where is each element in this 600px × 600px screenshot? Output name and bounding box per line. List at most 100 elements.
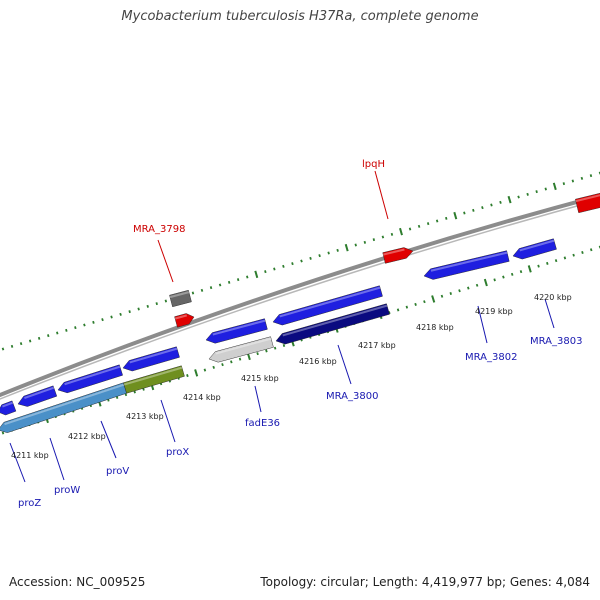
gene-label: proX (166, 447, 189, 458)
minor-tick (408, 227, 412, 231)
gene-arrow-red (575, 190, 600, 214)
minor-tick (56, 331, 59, 335)
kbp-label: 4220 kbp (534, 293, 572, 302)
gene-label: proV (106, 466, 129, 477)
minor-tick (146, 304, 149, 308)
minor-tick (209, 286, 213, 290)
minor-tick (571, 179, 575, 183)
kbp-label: 4211 kbp (11, 451, 49, 460)
major-tick (507, 195, 512, 204)
genome-backbone (0, 193, 600, 400)
minor-tick (537, 264, 540, 268)
minor-tick (589, 174, 593, 178)
minor-tick (463, 211, 466, 215)
leader-line (374, 170, 389, 220)
gene-label: MRA_3803 (530, 336, 582, 347)
gene-label: MRA_3802 (465, 352, 517, 363)
minor-tick (128, 310, 131, 314)
minor-tick (372, 238, 376, 242)
minor-tick (562, 182, 566, 186)
minor-tick (200, 288, 204, 292)
minor-tick (273, 346, 277, 350)
minor-tick (526, 192, 529, 196)
minor-tick (589, 248, 593, 252)
minor-tick (186, 374, 189, 378)
minor-tick (238, 357, 242, 361)
leader-line (160, 399, 176, 443)
leader-line (544, 298, 555, 329)
kbp-label: 4218 kbp (416, 323, 454, 332)
minor-tick (221, 363, 224, 367)
minor-tick (246, 275, 249, 279)
gene-arrow-navy (275, 303, 390, 345)
leader-line (157, 239, 174, 283)
gene-arrow-blue (423, 250, 510, 280)
minor-tick (282, 343, 286, 347)
major-tick (453, 211, 458, 220)
minor-tick (544, 187, 547, 191)
minor-tick (414, 302, 417, 306)
minor-tick (563, 256, 567, 260)
minor-tick (155, 302, 158, 306)
minor-tick (435, 219, 439, 223)
minor-tick (449, 292, 452, 295)
minor-tick (265, 349, 268, 353)
lower-tick-row (1, 245, 600, 435)
minor-tick (580, 176, 584, 180)
minor-tick (554, 259, 558, 263)
minor-tick (490, 203, 493, 207)
gene-label: proW (54, 485, 80, 496)
gene-arrow-red (174, 313, 195, 328)
minor-tick (230, 360, 233, 364)
kbp-label: 4213 kbp (126, 412, 164, 421)
gene-arrow-blue (512, 238, 557, 260)
minor-tick (37, 336, 41, 340)
minor-tick (396, 308, 400, 312)
minor-tick (1, 347, 5, 351)
kbp-label: 4212 kbp (68, 432, 106, 441)
label-leaders (9, 170, 555, 483)
gene-arrow-silver (208, 336, 274, 363)
kbp-label: 4217 kbp (358, 341, 396, 350)
minor-tick (336, 248, 339, 252)
leader-line (9, 442, 26, 483)
minor-tick (381, 235, 385, 239)
minor-tick (519, 270, 523, 274)
minor-tick (101, 318, 104, 322)
gene-arrow-gray (169, 289, 192, 308)
minor-tick (458, 289, 461, 293)
major-tick (483, 278, 488, 287)
minor-tick (164, 299, 168, 303)
leader-line (337, 344, 352, 385)
minor-tick (327, 251, 330, 255)
minor-tick (74, 326, 77, 330)
minor-tick (572, 253, 575, 257)
minor-tick (309, 256, 312, 260)
minor-tick (124, 393, 128, 397)
minor-tick (472, 208, 475, 212)
gene-arrow-steel (0, 382, 128, 433)
minor-tick (300, 259, 303, 263)
minor-tick (467, 286, 470, 290)
minor-tick (445, 216, 448, 220)
major-tick (194, 369, 199, 377)
minor-tick (440, 294, 444, 298)
major-tick (399, 227, 403, 236)
gene-arrow-red (382, 247, 414, 264)
minor-tick (47, 334, 50, 338)
minor-tick (65, 328, 68, 332)
kbp-label: 4219 kbp (475, 307, 513, 316)
leader-line (477, 305, 488, 344)
minor-tick (405, 305, 409, 309)
gene-arrow-blue (0, 400, 17, 416)
kbp-label: 4214 kbp (183, 393, 221, 402)
minor-tick (191, 291, 195, 295)
minor-tick (273, 267, 276, 271)
gene-label: fadE36 (245, 418, 280, 429)
minor-tick (264, 270, 267, 274)
minor-tick (256, 352, 259, 356)
minor-tick (546, 261, 549, 265)
gene-arrow-blue (17, 385, 58, 407)
major-tick (527, 265, 532, 273)
